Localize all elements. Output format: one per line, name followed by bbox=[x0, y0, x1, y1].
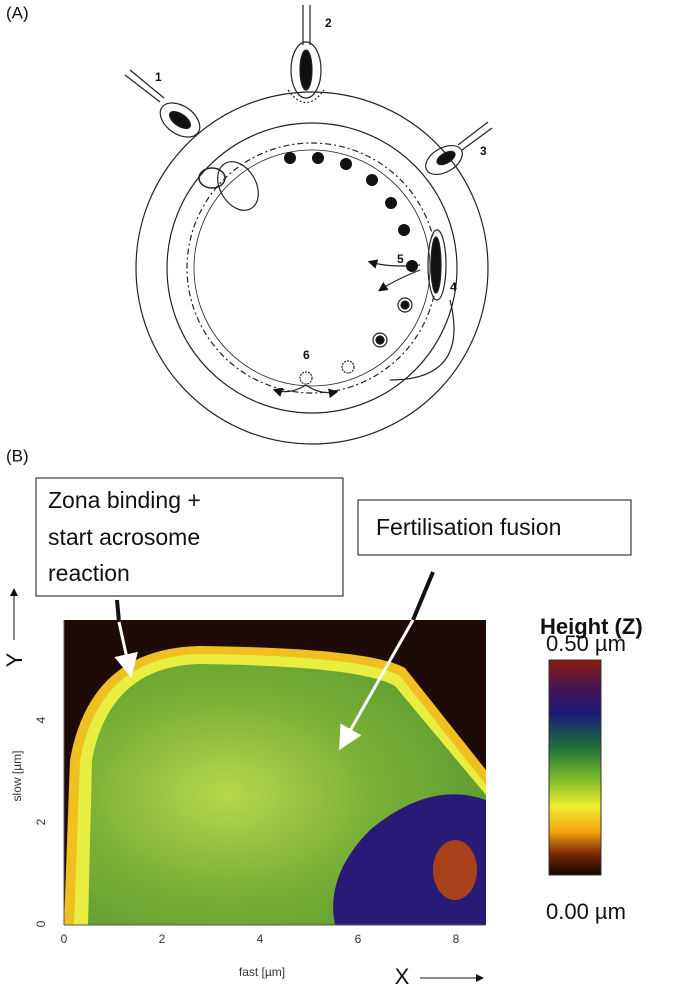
step-label: 5 bbox=[397, 252, 404, 266]
y-tick-label: 2 bbox=[34, 818, 48, 825]
x-axis-title: fast [µm] bbox=[239, 965, 285, 979]
callout-text: Fertilisation fusion bbox=[376, 514, 561, 540]
step-label: 3 bbox=[480, 144, 487, 158]
callout-pointer bbox=[117, 600, 119, 622]
x-tick-label: 2 bbox=[159, 932, 166, 946]
y-tick-label: 4 bbox=[34, 716, 48, 723]
step-label: 6 bbox=[303, 348, 310, 362]
figure: (A) bbox=[0, 0, 674, 995]
x-tick-label: 0 bbox=[61, 932, 68, 946]
colorbar-min-label: 0.00 µm bbox=[546, 899, 626, 924]
panel-label: (B) bbox=[6, 446, 29, 465]
step-label: 1 bbox=[155, 70, 162, 84]
y-arrow-label: Y bbox=[2, 652, 27, 667]
panel-label: (A) bbox=[6, 3, 29, 22]
callout-text: reaction bbox=[48, 560, 130, 586]
x-tick-label: 8 bbox=[453, 932, 460, 946]
x-tick-label: 6 bbox=[355, 932, 362, 946]
y-tick-label: 0 bbox=[34, 920, 48, 927]
x-tick-label: 4 bbox=[257, 932, 264, 946]
y-axis-title: slow [µm] bbox=[10, 751, 24, 802]
step-label: 4 bbox=[450, 280, 457, 294]
colorbar-max-label: 0.50 µm bbox=[546, 631, 626, 656]
colorbar bbox=[549, 660, 601, 875]
callout-pointer bbox=[413, 572, 433, 620]
egg-diagram bbox=[125, 5, 492, 444]
step-label: 2 bbox=[325, 16, 332, 30]
callout-text: start acrosome bbox=[48, 524, 200, 550]
callout-text: Zona binding + bbox=[48, 487, 201, 513]
x-arrow-label: X bbox=[395, 964, 410, 989]
